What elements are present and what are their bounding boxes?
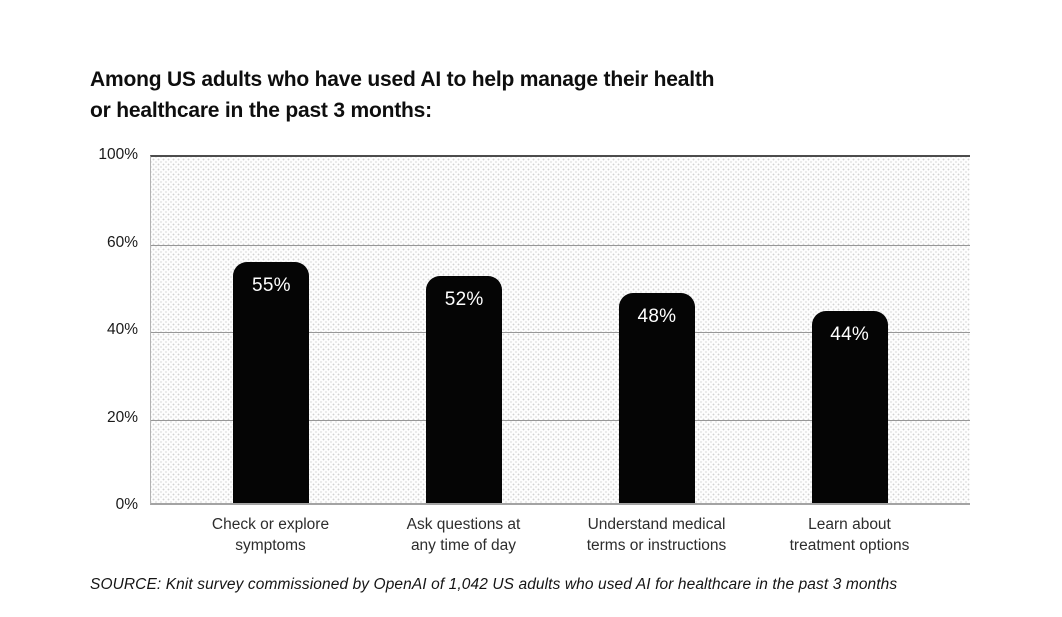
source-note: SOURCE: Knit survey commissioned by Open… [90, 576, 898, 593]
y-axis-tick-label: 20% [106, 408, 138, 426]
y-axis-tick-label: 0% [115, 496, 138, 513]
bar: 48% [618, 293, 695, 503]
bar: 44% [811, 310, 888, 503]
bar-slot: 52% [368, 157, 561, 503]
gridline [151, 419, 970, 421]
chart-title: Among US adults who have used AI to help… [90, 68, 715, 122]
y-axis-tick-label: 60% [106, 233, 138, 251]
y-axis-tick-label: 40% [106, 321, 138, 338]
bar-slot: 55% [175, 157, 368, 503]
bar-value-label: 55% [252, 275, 291, 297]
gridline [151, 332, 970, 333]
bar-value-label: 48% [637, 306, 677, 327]
y-axis-tick-label: 100% [98, 146, 138, 163]
gridline [151, 244, 970, 246]
bar: 52% [426, 275, 503, 503]
x-axis-labels: Check or explore symptoms Ask questions a… [150, 514, 970, 556]
category-label: Understand medical terms or instructions [586, 516, 727, 554]
plot-area: 55% 52% 48% 44% [150, 155, 970, 505]
category-label: Ask questions at any time of day [406, 516, 521, 554]
bar: 55% [233, 262, 310, 503]
category-label: Learn about treatment options [789, 516, 910, 554]
bar-slot: 48% [561, 157, 754, 503]
category-label: Check or explore symptoms [211, 516, 330, 554]
bar-slot: 44% [753, 157, 946, 503]
bar-series: 55% 52% 48% 44% [151, 157, 970, 503]
bar-value-label: 52% [444, 288, 484, 310]
bar-value-label: 44% [830, 323, 869, 345]
